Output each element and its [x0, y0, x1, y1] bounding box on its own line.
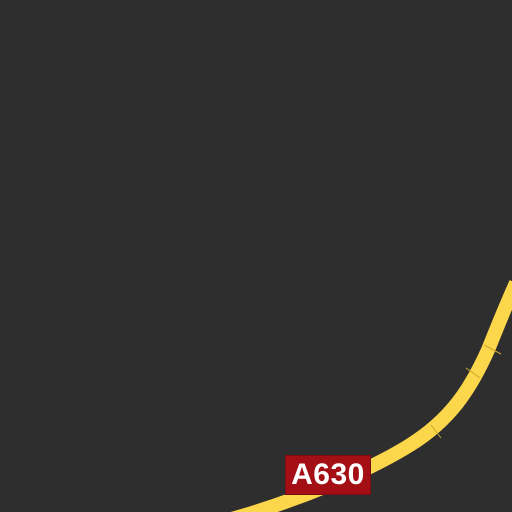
road-shield-a630: A630 — [285, 455, 371, 495]
road-segment-divider — [430, 424, 442, 439]
road-segment-divider — [483, 344, 502, 355]
road-segment-divider — [465, 367, 481, 379]
